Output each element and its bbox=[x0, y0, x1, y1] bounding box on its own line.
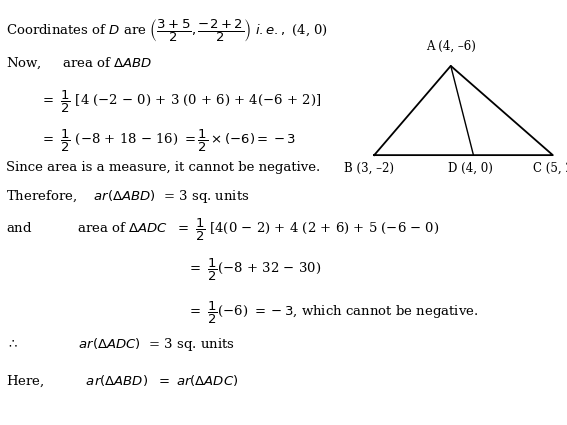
Text: $\therefore$              $ar(\Delta ADC)$  = 3 sq. units: $\therefore$ $ar(\Delta ADC)$ = 3 sq. un… bbox=[6, 336, 235, 353]
Text: Since area is a measure, it cannot be negative.: Since area is a measure, it cannot be ne… bbox=[6, 161, 320, 174]
Text: $=\ \dfrac{1}{2}$($-$6) $= -3$, which cannot be negative.: $=\ \dfrac{1}{2}$($-$6) $= -3$, which ca… bbox=[187, 300, 479, 326]
Text: $=\ \dfrac{1}{2}$ [4 ($-$2 $-$ 0) + 3 (0 + 6) + 4($-$6 + 2)]: $=\ \dfrac{1}{2}$ [4 ($-$2 $-$ 0) + 3 (0… bbox=[40, 89, 321, 115]
Text: $=\ \dfrac{1}{2}$ ($-$8 + 18 $-$ 16) $= \dfrac{1}{2} \times (-6) = -3$: $=\ \dfrac{1}{2}$ ($-$8 + 18 $-$ 16) $= … bbox=[40, 128, 296, 153]
Text: A (4, –6): A (4, –6) bbox=[426, 40, 476, 53]
Text: Therefore,    $ar(\Delta ABD)$  = 3 sq. units: Therefore, $ar(\Delta ABD)$ = 3 sq. unit… bbox=[6, 188, 249, 205]
Text: Now,     area of $\Delta ABD$: Now, area of $\Delta ABD$ bbox=[6, 55, 152, 71]
Text: Coordinates of $D$ are $\left(\dfrac{3+5}{2}, \dfrac{-2+2}{2}\right)$ $i.e.,$ (4: Coordinates of $D$ are $\left(\dfrac{3+5… bbox=[6, 17, 328, 44]
Text: B (3, –2): B (3, –2) bbox=[344, 162, 393, 175]
Text: C (5, 2): C (5, 2) bbox=[534, 162, 567, 175]
Text: Here,          $ar(\Delta ABD)$  $=$ $ar(\Delta ADC)$: Here, $ar(\Delta ABD)$ $=$ $ar(\Delta AD… bbox=[6, 374, 238, 389]
Text: and           area of $\Delta ADC$  $=\ \dfrac{1}{2}$ [4(0 $-$ 2) + 4 (2 + 6) + : and area of $\Delta ADC$ $=\ \dfrac{1}{2… bbox=[6, 217, 439, 243]
Text: D (4, 0): D (4, 0) bbox=[448, 162, 493, 175]
Text: $=\ \dfrac{1}{2}$($-$8 + 32 $-$ 30): $=\ \dfrac{1}{2}$($-$8 + 32 $-$ 30) bbox=[187, 257, 321, 283]
